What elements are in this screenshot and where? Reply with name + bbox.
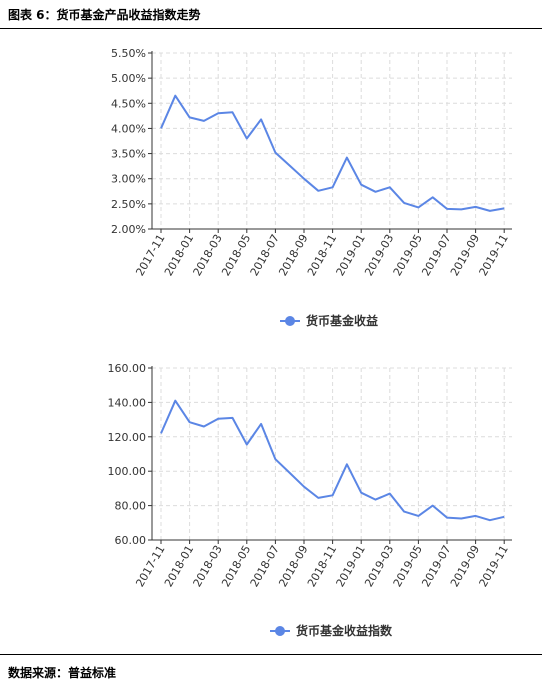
- data-point: [359, 182, 364, 187]
- y-tick-label: 5.50%: [111, 47, 146, 60]
- data-point: [230, 110, 235, 115]
- series: [159, 93, 507, 213]
- legend-label: 货币基金收益指数: [296, 623, 393, 638]
- data-point: [244, 136, 249, 141]
- data-point: [387, 185, 392, 190]
- y-tick-label: 120.00: [108, 431, 147, 444]
- data-point: [402, 200, 407, 205]
- data-point: [244, 442, 249, 447]
- data-point: [216, 111, 221, 116]
- data-point: [287, 470, 292, 475]
- series-line: [160, 94, 505, 212]
- y-tick-labels: 2.00% 2.50% 3.00% 3.50% 4.00% 4.50% 5.00% 5.50%: [111, 47, 146, 236]
- data-point: [487, 518, 492, 523]
- data-point: [259, 117, 264, 122]
- data-point: [430, 503, 435, 508]
- data-point: [201, 424, 206, 429]
- y-tick-label: 60.00: [115, 534, 147, 547]
- data-point: [230, 415, 235, 420]
- data-point: [302, 484, 307, 489]
- data-point: [387, 491, 392, 496]
- data-point: [402, 509, 407, 514]
- data-point: [316, 495, 321, 500]
- data-point: [445, 206, 450, 211]
- data-point: [173, 93, 178, 98]
- data-point: [287, 163, 292, 168]
- data-point: [316, 188, 321, 193]
- data-point: [302, 176, 307, 181]
- data-point: [459, 207, 464, 212]
- axes: [148, 366, 512, 544]
- data-point: [187, 420, 192, 425]
- series: [159, 398, 507, 523]
- y-tick-label: 4.00%: [111, 122, 146, 135]
- data-point: [330, 185, 335, 190]
- data-point: [373, 189, 378, 194]
- y-tick-label: 2.00%: [111, 223, 146, 236]
- legend-marker-icon: [275, 626, 285, 636]
- data-point: [344, 462, 349, 467]
- legend: 货币基金收益: [280, 313, 378, 328]
- legend-label: 货币基金收益: [306, 313, 378, 328]
- y-tick-label: 160.00: [108, 362, 147, 375]
- data-point: [359, 490, 364, 495]
- y-tick-label: 140.00: [108, 396, 147, 409]
- data-point: [330, 493, 335, 498]
- data-point: [459, 516, 464, 521]
- y-tick-label: 3.00%: [111, 173, 146, 186]
- index-line-chart: 60.00 80.00 100.00 120.00 140.00 160.00 2017-…: [108, 362, 512, 638]
- data-point: [416, 513, 421, 518]
- top-rule: [0, 28, 542, 29]
- data-point: [259, 421, 264, 426]
- legend: 货币基金收益指数: [270, 623, 393, 638]
- data-point: [273, 150, 278, 155]
- y-tick-label: 2.50%: [111, 198, 146, 211]
- data-point: [502, 206, 507, 211]
- yield-line-chart: 2.00% 2.50% 3.00% 3.50% 4.00% 4.50% 5.00% 5.50%…: [111, 47, 512, 328]
- y-tick-label: 4.50%: [111, 97, 146, 110]
- y-tick-labels: 60.00 80.00 100.00 120.00 140.00 160.00: [108, 362, 147, 547]
- data-point: [445, 515, 450, 520]
- legend-marker-icon: [285, 316, 295, 326]
- y-tick-label: 80.00: [115, 500, 147, 513]
- data-point: [216, 416, 221, 421]
- y-tick-label: 3.50%: [111, 148, 146, 161]
- grid: [152, 52, 512, 229]
- axes: [148, 51, 512, 233]
- x-tick-labels: 2017-112018-012018-032018-052018-072018-…: [133, 543, 510, 589]
- data-point: [430, 195, 435, 200]
- x-tick-labels: 2017-112018-012018-032018-052018-072018-…: [133, 232, 510, 278]
- data-point: [159, 126, 164, 131]
- figure-title: 图表 6：货币基金产品收益指数走势: [8, 8, 201, 22]
- data-point: [173, 398, 178, 403]
- data-point: [416, 205, 421, 210]
- data-point: [487, 208, 492, 213]
- series-line: [160, 399, 505, 522]
- data-point: [201, 118, 206, 123]
- y-tick-label: 5.00%: [111, 72, 146, 85]
- data-point: [187, 115, 192, 120]
- data-point: [344, 155, 349, 160]
- data-point: [273, 457, 278, 462]
- data-point: [473, 204, 478, 209]
- data-point: [473, 513, 478, 518]
- data-point: [373, 497, 378, 502]
- grid: [152, 367, 512, 540]
- y-tick-label: 100.00: [108, 465, 147, 478]
- bottom-rule: [0, 654, 542, 655]
- data-point: [159, 431, 164, 436]
- source-note: 数据来源：普益标准: [8, 666, 117, 680]
- data-point: [502, 514, 507, 519]
